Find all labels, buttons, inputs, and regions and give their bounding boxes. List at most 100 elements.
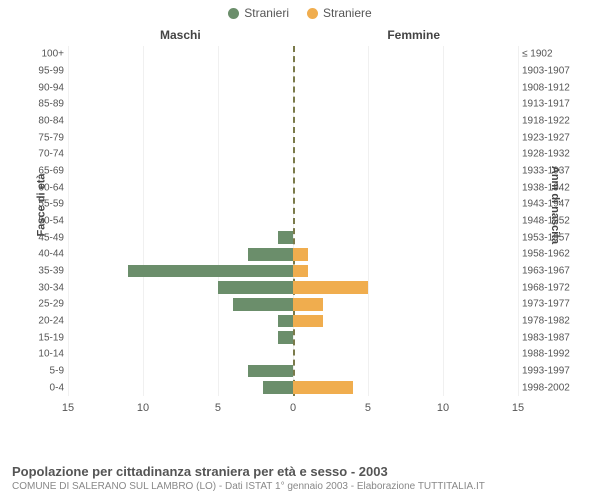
y-tick-birth: 1978-1982 [522,315,578,326]
y-tick-birth: 1953-1957 [522,232,578,243]
bar-male [263,381,293,394]
legend-item-female: Straniere [307,6,372,20]
y-tick-birth: 1943-1947 [522,199,578,210]
y-tick-birth: 1923-1927 [522,132,578,143]
y-tick-age: 55-59 [26,199,64,210]
age-row: 75-791923-1927 [68,129,518,146]
y-tick-age: 50-54 [26,215,64,226]
y-tick-age: 60-64 [26,182,64,193]
legend-label-male: Stranieri [244,6,289,20]
plot-area: 05510101515100+≤ 190295-991903-190790-94… [68,46,518,396]
y-tick-birth: 1973-1977 [522,299,578,310]
y-tick-birth: 1913-1917 [522,99,578,110]
age-row: 45-491953-1957 [68,229,518,246]
x-tick: 15 [512,402,524,414]
age-row: 0-41998-2002 [68,379,518,396]
y-tick-birth: 1963-1967 [522,265,578,276]
y-tick-age: 40-44 [26,249,64,260]
y-tick-birth: 1918-1922 [522,115,578,126]
age-row: 5-91993-1997 [68,363,518,380]
age-row: 30-341968-1972 [68,279,518,296]
chart: Maschi Femmine Fasce di età Anni di nasc… [20,24,580,424]
age-row: 25-291973-1977 [68,296,518,313]
age-row: 10-141988-1992 [68,346,518,363]
swatch-female [307,8,318,19]
y-tick-age: 25-29 [26,299,64,310]
bar-female [293,265,308,278]
bar-male [128,265,293,278]
age-row: 20-241978-1982 [68,313,518,330]
y-tick-age: 10-14 [26,349,64,360]
footer-subtitle: COMUNE DI SALERANO SUL LAMBRO (LO) - Dat… [12,481,485,492]
y-tick-age: 85-89 [26,99,64,110]
y-tick-age: 0-4 [26,382,64,393]
x-tick: 10 [137,402,149,414]
x-tick: 0 [290,402,296,414]
y-tick-birth: 1998-2002 [522,382,578,393]
age-row: 40-441958-1962 [68,246,518,263]
x-tick: 10 [437,402,449,414]
bar-female [293,381,353,394]
bar-female [293,298,323,311]
bar-male [248,365,293,378]
bar-male [278,315,293,328]
y-tick-birth: 1908-1912 [522,82,578,93]
y-tick-birth: 1988-1992 [522,349,578,360]
y-tick-age: 45-49 [26,232,64,243]
y-tick-birth: 1983-1987 [522,332,578,343]
bar-male [278,231,293,244]
y-tick-age: 70-74 [26,149,64,160]
y-tick-age: 15-19 [26,332,64,343]
x-tick: 15 [62,402,74,414]
y-tick-age: 5-9 [26,365,64,376]
y-tick-birth: 1933-1937 [522,165,578,176]
swatch-male [228,8,239,19]
age-row: 95-991903-1907 [68,63,518,80]
x-tick: 5 [215,402,221,414]
bar-male [278,331,293,344]
legend: Stranieri Straniere [0,0,600,20]
age-row: 90-941908-1912 [68,79,518,96]
y-tick-age: 30-34 [26,282,64,293]
y-tick-age: 35-39 [26,265,64,276]
age-row: 15-191983-1987 [68,329,518,346]
age-row: 60-641938-1942 [68,179,518,196]
bar-female [293,248,308,261]
y-tick-age: 75-79 [26,132,64,143]
y-tick-birth: 1948-1952 [522,215,578,226]
footer-title: Popolazione per cittadinanza straniera p… [12,464,485,479]
legend-item-male: Stranieri [228,6,289,20]
age-row: 80-841918-1922 [68,113,518,130]
y-tick-birth: 1958-1962 [522,249,578,260]
y-tick-age: 65-69 [26,165,64,176]
bar-male [248,248,293,261]
y-tick-birth: 1938-1942 [522,182,578,193]
footer: Popolazione per cittadinanza straniera p… [12,464,485,492]
bar-male [233,298,293,311]
x-tick: 5 [365,402,371,414]
panel-label-left: Maschi [160,28,201,42]
y-tick-age: 20-24 [26,315,64,326]
age-row: 85-891913-1917 [68,96,518,113]
y-tick-age: 100+ [26,49,64,60]
legend-label-female: Straniere [323,6,372,20]
age-row: 35-391963-1967 [68,263,518,280]
y-tick-birth: ≤ 1902 [522,49,578,60]
y-tick-birth: 1993-1997 [522,365,578,376]
age-row: 100+≤ 1902 [68,46,518,63]
y-tick-birth: 1903-1907 [522,65,578,76]
y-tick-age: 90-94 [26,82,64,93]
bar-female [293,315,323,328]
y-tick-age: 80-84 [26,115,64,126]
age-row: 50-541948-1952 [68,213,518,230]
grid-line [518,46,519,396]
y-tick-birth: 1968-1972 [522,282,578,293]
bar-male [218,281,293,294]
age-row: 65-691933-1937 [68,163,518,180]
y-tick-age: 95-99 [26,65,64,76]
age-row: 55-591943-1947 [68,196,518,213]
bar-female [293,281,368,294]
y-tick-birth: 1928-1932 [522,149,578,160]
age-row: 70-741928-1932 [68,146,518,163]
panel-label-right: Femmine [387,28,440,42]
